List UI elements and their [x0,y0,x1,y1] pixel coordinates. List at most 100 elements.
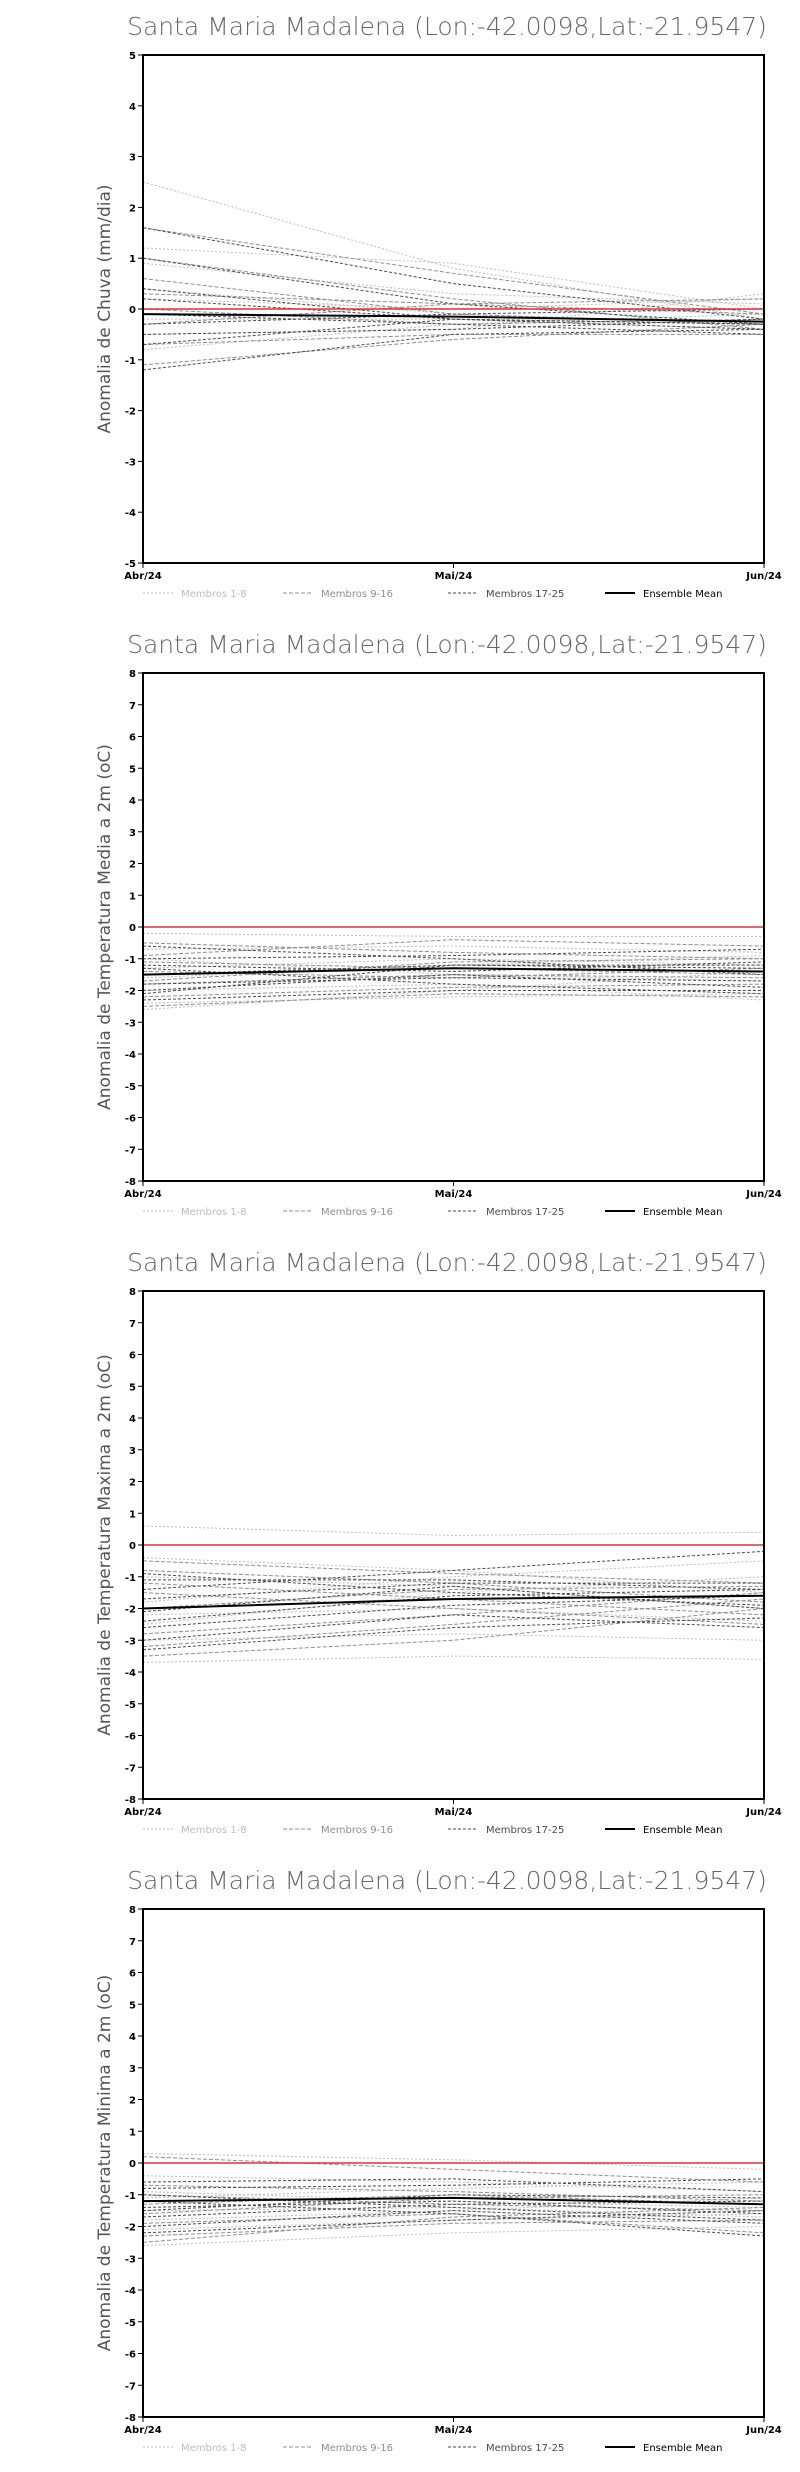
member-series-line [142,2194,765,2221]
y-tick-label: 0 [129,923,136,934]
chart-panel-1: Santa Maria Madalena (Lon:-42.0098,Lat:-… [0,0,800,618]
y-tick-label: 6 [129,1969,136,1980]
member-series-line [142,964,764,995]
chart-title: Santa Maria Madalena (Lon:-42.0098,Lat:-… [127,1866,767,1895]
chart-title: Santa Maria Madalena (Lon:-42.0098,Lat:-… [127,12,767,41]
plot-frame [142,1908,765,2418]
member-series-line [142,257,765,325]
y-tick-label: -1 [125,955,136,966]
y-tick-label: 7 [129,1937,136,1948]
legend-label: Ensemble Mean [643,1825,722,1836]
ensemble-mean-line [142,967,765,976]
member-series-line [142,993,765,1007]
member-series-line [142,2181,765,2199]
y-tick-label: 1 [129,2127,136,2138]
y-tick-label: -5 [125,2318,136,2329]
member-series-line [142,1617,765,1651]
y-tick-label: -7 [125,1145,136,1156]
member-series-line [142,1614,765,1641]
chart-svg: Santa Maria Madalena (Lon:-42.0098,Lat:-… [95,12,782,600]
y-tick-label: 6 [129,1351,136,1362]
member-series-line [142,328,765,371]
x-tick-label: Mai/24 [435,1189,473,1200]
legend-label: Membros 1-8 [181,589,247,600]
y-tick-label: 4 [129,102,136,113]
member-series-line [142,298,765,330]
member-series-line [142,942,765,960]
y-tick-label: 5 [129,1382,136,1393]
member-series-line [142,2219,765,2237]
member-series-line [142,1608,765,1657]
y-tick-label: 3 [129,153,136,164]
member-series-line [142,308,765,325]
chart-svg: Santa Maria Madalena (Lon:-42.0098,Lat:-… [95,1866,782,2454]
y-tick-label: 3 [129,1446,136,1457]
y-tick-label: 8 [129,1905,136,1916]
member-series-line [142,257,765,330]
x-tick-label: Jun/24 [745,571,782,582]
member-series-line [142,2178,765,2193]
member-series-line [142,2226,765,2247]
y-axis-label: Anomalia de Temperatura Media a 2m (oC) [95,744,115,1110]
member-series-line [142,323,765,366]
member-series-line [142,983,765,998]
member-series-line [142,932,764,938]
member-series-line [142,2175,765,2193]
member-series-line [142,977,765,985]
y-tick-label: -8 [125,1795,136,1806]
y-tick-label: 1 [129,1509,136,1520]
y-tick-label: -2 [125,2223,136,2234]
y-tick-label: 5 [129,764,136,775]
member-series-line [143,318,765,330]
member-series-line [142,2200,765,2237]
y-tick-label: 6 [129,733,136,744]
y-tick-label: 2 [129,860,136,871]
y-tick-label: -5 [125,1082,136,1093]
y-tick-label: -4 [125,1668,136,1679]
member-series-line [143,1579,765,1590]
y-tick-label: -8 [125,1177,136,1188]
member-series-line [142,2178,765,2189]
legend-label: Membros 1-8 [181,2443,247,2454]
member-series-line [142,1595,765,1629]
y-tick-label: 1 [129,891,136,902]
y-tick-label: -1 [125,2191,136,2202]
y-axis-label: Anomalia de Temperatura Minima a 2m (oC) [95,1975,115,2352]
member-series-line [142,958,765,969]
y-tick-label: 5 [129,51,136,62]
member-series-line [142,2213,765,2234]
y-tick-label: -7 [125,1763,136,1774]
x-tick-label: Abr/24 [124,571,161,582]
member-series-line [142,1560,765,1584]
x-tick-label: Mai/24 [435,2425,473,2436]
member-series-line [142,967,765,979]
y-tick-label: -3 [125,2254,136,2265]
y-tick-label: 8 [129,1287,136,1298]
member-series-line [142,1592,765,1625]
legend-label: Membros 1-8 [181,1825,247,1836]
member-series-line [142,955,765,979]
legend-label: Ensemble Mean [643,2443,722,2454]
chart-panel-2: Santa Maria Madalena (Lon:-42.0098,Lat:-… [0,618,800,1236]
member-series-line [142,1550,765,1590]
ensemble-mean-line [142,1594,765,1610]
member-series-line [142,2184,765,2202]
y-tick-label: -8 [125,2413,136,2424]
y-tick-label: -2 [125,987,136,998]
member-series-line [142,318,765,335]
member-series-line [142,961,765,972]
member-series-line [142,2206,765,2243]
member-series-line [142,983,765,1001]
x-tick-label: Mai/24 [435,571,473,582]
member-series-line [142,298,765,325]
y-axis-label: Anomalia de Temperatura Maxima a 2m (oC) [95,1354,115,1736]
plot-frame [142,672,765,1182]
y-tick-label: -3 [125,457,136,468]
member-series-line [142,1655,765,1663]
y-tick-label: -2 [125,1605,136,1616]
member-series-line [142,1592,765,1635]
legend-label: Membros 17-25 [486,1207,564,1218]
legend-label: Membros 17-25 [486,1825,564,1836]
member-series-line [142,333,764,346]
member-series-line [142,298,765,310]
